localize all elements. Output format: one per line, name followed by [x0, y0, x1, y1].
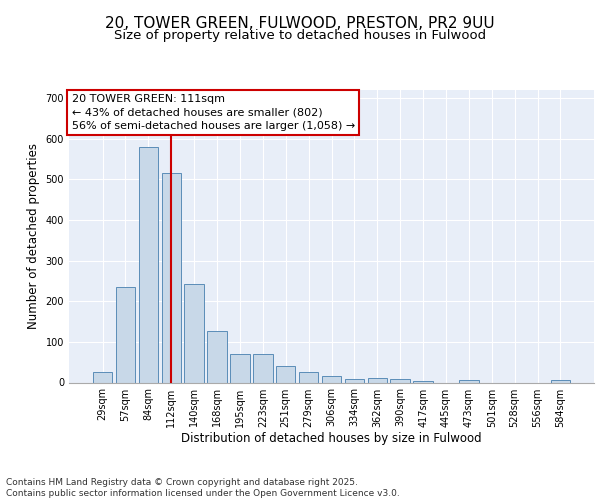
Bar: [208, 330, 227, 382]
Text: Contains HM Land Registry data © Crown copyright and database right 2025.
Contai: Contains HM Land Registry data © Crown c…: [6, 478, 400, 498]
Text: 20 TOWER GREEN: 111sqm
← 43% of detached houses are smaller (802)
56% of semi-de: 20 TOWER GREEN: 111sqm ← 43% of detached…: [71, 94, 355, 131]
Y-axis label: Number of detached properties: Number of detached properties: [27, 143, 40, 329]
Bar: [368, 378, 387, 382]
Bar: [344, 379, 364, 382]
Bar: [276, 366, 295, 382]
Text: Size of property relative to detached houses in Fulwood: Size of property relative to detached ho…: [114, 29, 486, 42]
Bar: [391, 379, 410, 382]
Bar: [184, 284, 204, 382]
Bar: [551, 380, 570, 382]
Bar: [230, 354, 250, 382]
Bar: [139, 147, 158, 382]
Bar: [93, 372, 112, 382]
Bar: [413, 381, 433, 382]
Bar: [459, 380, 479, 382]
Bar: [322, 376, 341, 382]
Bar: [116, 287, 135, 382]
Bar: [253, 354, 272, 382]
Bar: [299, 372, 319, 382]
Bar: [161, 174, 181, 382]
Text: 20, TOWER GREEN, FULWOOD, PRESTON, PR2 9UU: 20, TOWER GREEN, FULWOOD, PRESTON, PR2 9…: [105, 16, 495, 31]
X-axis label: Distribution of detached houses by size in Fulwood: Distribution of detached houses by size …: [181, 432, 482, 446]
